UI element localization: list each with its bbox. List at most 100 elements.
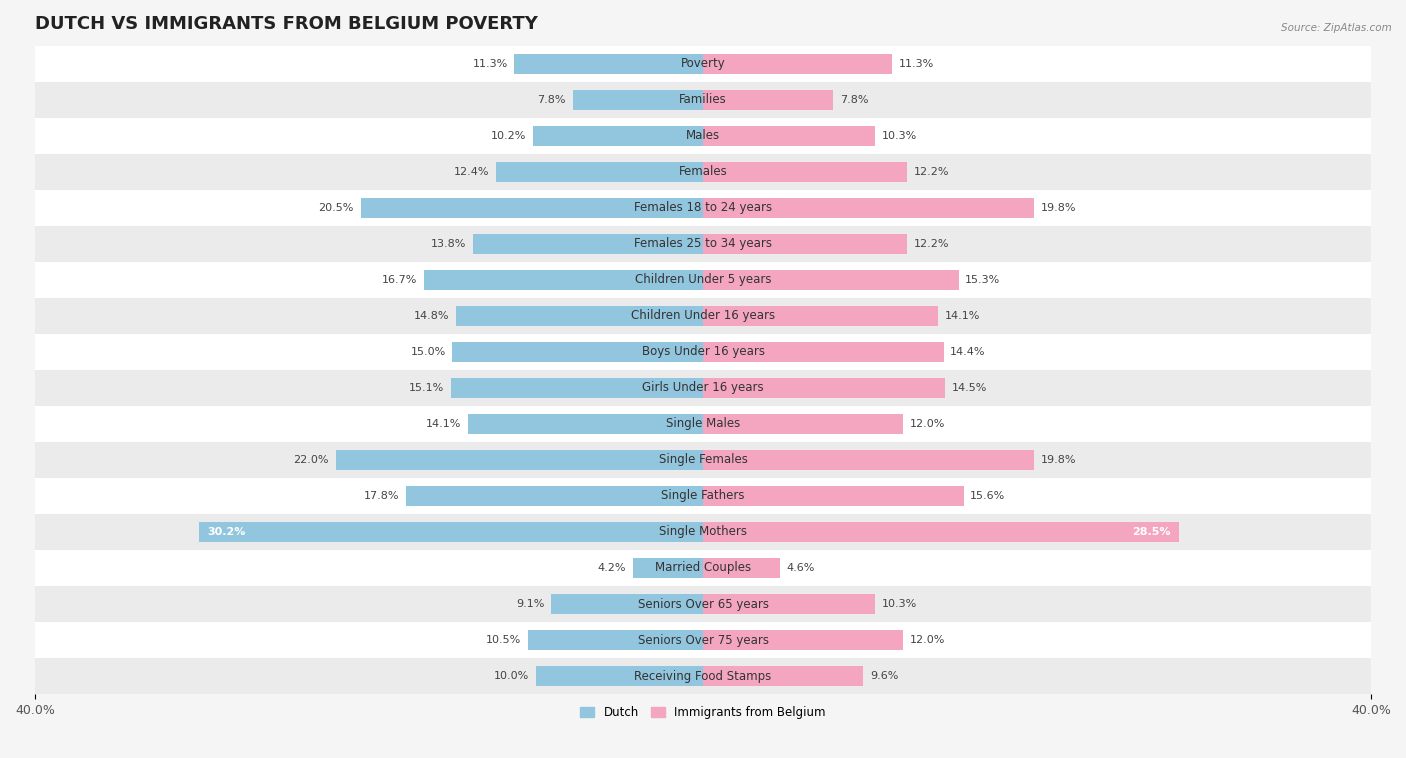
Bar [496, 162, 703, 182]
Legend: Dutch, Immigrants from Belgium: Dutch, Immigrants from Belgium [575, 701, 831, 724]
Text: 7.8%: 7.8% [537, 95, 567, 105]
Bar [703, 342, 943, 362]
Text: Single Mothers: Single Mothers [659, 525, 747, 538]
Bar [468, 414, 703, 434]
Bar [456, 306, 703, 326]
Text: Children Under 16 years: Children Under 16 years [631, 309, 775, 322]
Text: 12.2%: 12.2% [914, 167, 949, 177]
Text: Children Under 5 years: Children Under 5 years [634, 274, 772, 287]
Bar [360, 198, 703, 218]
Text: 7.8%: 7.8% [839, 95, 869, 105]
Bar [451, 378, 703, 398]
Bar [472, 234, 703, 254]
Bar [533, 126, 703, 146]
Text: 13.8%: 13.8% [430, 239, 465, 249]
Bar [703, 54, 891, 74]
Bar [336, 450, 703, 470]
Text: Married Couples: Married Couples [655, 562, 751, 575]
Bar [35, 82, 1371, 117]
Bar [35, 406, 1371, 442]
Text: 9.1%: 9.1% [516, 599, 544, 609]
Text: 15.6%: 15.6% [970, 491, 1005, 501]
Bar [35, 514, 1371, 550]
Text: 28.5%: 28.5% [1132, 527, 1171, 537]
Text: Receiving Food Stamps: Receiving Food Stamps [634, 669, 772, 682]
Bar [703, 234, 907, 254]
Bar [425, 270, 703, 290]
Text: Seniors Over 65 years: Seniors Over 65 years [637, 597, 769, 610]
Bar [703, 558, 780, 578]
Text: 10.0%: 10.0% [494, 671, 529, 681]
Text: 14.5%: 14.5% [952, 383, 987, 393]
Bar [35, 658, 1371, 694]
Bar [35, 154, 1371, 190]
Bar [35, 298, 1371, 334]
Bar [703, 270, 959, 290]
Text: Single Males: Single Males [666, 418, 740, 431]
Bar [633, 558, 703, 578]
Bar [35, 370, 1371, 406]
Text: 10.2%: 10.2% [491, 130, 526, 141]
Bar [35, 550, 1371, 586]
Bar [703, 162, 907, 182]
Bar [703, 450, 1033, 470]
Text: 4.2%: 4.2% [598, 563, 626, 573]
Bar [35, 334, 1371, 370]
Text: 19.8%: 19.8% [1040, 203, 1076, 213]
Bar [703, 486, 963, 506]
Text: 15.3%: 15.3% [965, 275, 1001, 285]
Text: Source: ZipAtlas.com: Source: ZipAtlas.com [1281, 23, 1392, 33]
Text: 10.3%: 10.3% [882, 599, 917, 609]
Bar [703, 378, 945, 398]
Text: 19.8%: 19.8% [1040, 455, 1076, 465]
Text: 20.5%: 20.5% [319, 203, 354, 213]
Bar [527, 630, 703, 650]
Bar [35, 478, 1371, 514]
Text: 30.2%: 30.2% [207, 527, 245, 537]
Text: 15.1%: 15.1% [409, 383, 444, 393]
Bar [35, 190, 1371, 226]
Text: Females 25 to 34 years: Females 25 to 34 years [634, 237, 772, 250]
Bar [703, 630, 904, 650]
Text: 14.1%: 14.1% [426, 419, 461, 429]
Text: Girls Under 16 years: Girls Under 16 years [643, 381, 763, 394]
Text: Males: Males [686, 129, 720, 143]
Text: 14.4%: 14.4% [950, 347, 986, 357]
Text: 22.0%: 22.0% [294, 455, 329, 465]
Text: 12.0%: 12.0% [910, 419, 945, 429]
Bar [703, 198, 1033, 218]
Bar [35, 226, 1371, 262]
Text: 12.0%: 12.0% [910, 635, 945, 645]
Text: Single Fathers: Single Fathers [661, 490, 745, 503]
Bar [703, 306, 938, 326]
Bar [35, 117, 1371, 154]
Text: DUTCH VS IMMIGRANTS FROM BELGIUM POVERTY: DUTCH VS IMMIGRANTS FROM BELGIUM POVERTY [35, 15, 538, 33]
Text: Females: Females [679, 165, 727, 178]
Bar [35, 622, 1371, 658]
Bar [35, 262, 1371, 298]
Text: 15.0%: 15.0% [411, 347, 446, 357]
Text: Poverty: Poverty [681, 57, 725, 70]
Text: 10.5%: 10.5% [485, 635, 522, 645]
Bar [703, 594, 875, 614]
Bar [35, 586, 1371, 622]
Text: 9.6%: 9.6% [870, 671, 898, 681]
Bar [572, 89, 703, 110]
Bar [703, 522, 1180, 542]
Text: 14.1%: 14.1% [945, 311, 980, 321]
Bar [35, 45, 1371, 82]
Text: Single Females: Single Females [658, 453, 748, 466]
Text: Seniors Over 75 years: Seniors Over 75 years [637, 634, 769, 647]
Text: Families: Families [679, 93, 727, 106]
Text: 11.3%: 11.3% [472, 58, 508, 69]
Bar [703, 666, 863, 686]
Bar [703, 126, 875, 146]
Text: Females 18 to 24 years: Females 18 to 24 years [634, 202, 772, 215]
Bar [536, 666, 703, 686]
Text: Boys Under 16 years: Boys Under 16 years [641, 346, 765, 359]
Bar [703, 89, 834, 110]
Text: 17.8%: 17.8% [364, 491, 399, 501]
Text: 16.7%: 16.7% [382, 275, 418, 285]
Bar [515, 54, 703, 74]
Text: 10.3%: 10.3% [882, 130, 917, 141]
